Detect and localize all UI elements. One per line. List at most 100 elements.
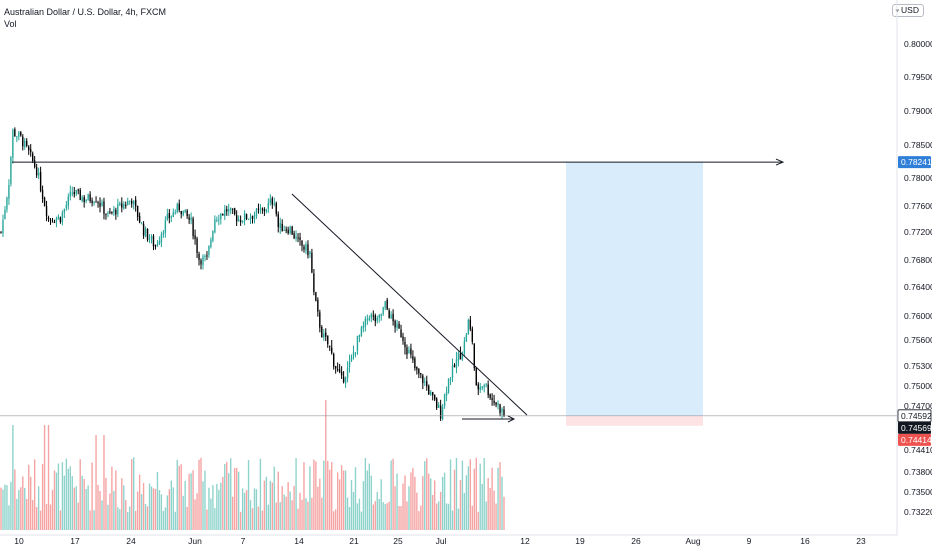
candle-body (489, 394, 491, 398)
candle-body (113, 208, 115, 213)
volume-bar (479, 463, 481, 530)
candle-body (73, 191, 75, 195)
price-tick-label: 0.76400 (904, 282, 932, 292)
volume-bar (329, 469, 331, 530)
price-tick-label: 0.78000 (904, 173, 932, 183)
candle-body (329, 345, 331, 347)
volume-bar (281, 486, 283, 530)
volume-bar (327, 460, 329, 530)
candle-body (487, 384, 489, 396)
volume-bar (439, 491, 442, 530)
candle-body (275, 203, 277, 214)
volume-bar (26, 498, 28, 530)
volume-bar (376, 491, 378, 530)
candle-body (178, 203, 180, 211)
time-tick-label: 9 (747, 536, 752, 546)
price-tick-label: 0.74410 (904, 445, 932, 455)
candle-body (503, 409, 505, 417)
volume-bar (285, 496, 287, 530)
volume-bar (305, 498, 307, 530)
candle-body (499, 404, 501, 414)
volume-bar (362, 481, 365, 530)
candle-body (273, 203, 275, 205)
price-badges: 0.78241 0.74592 0.74569 0.74414 (897, 156, 932, 446)
candle-body (132, 200, 135, 205)
candle-body (265, 209, 268, 212)
volume-bar (394, 486, 396, 530)
candle-body (67, 196, 70, 206)
candle-body (105, 214, 107, 216)
volume-bar (214, 508, 216, 530)
candle-body (491, 398, 493, 400)
candle-body (437, 404, 440, 408)
symbol-title: Australian Dollar / U.S. Dollar, 4h, FXC… (4, 7, 167, 17)
volume-bar (220, 482, 222, 530)
candle-body (449, 378, 452, 380)
price-tick-label: 0.79500 (904, 72, 932, 82)
volume-bar (2, 489, 4, 530)
candle-body (188, 217, 190, 220)
volume-bar (420, 505, 422, 530)
candle-body (382, 307, 384, 315)
candle-body (255, 209, 258, 216)
price-badge-target (898, 156, 931, 169)
volume-bar (435, 503, 438, 530)
candle-body (55, 218, 58, 222)
price-tick-label: 0.75300 (904, 361, 932, 371)
volume-bar (398, 505, 400, 530)
volume-bar (202, 481, 204, 530)
candle-body (303, 246, 305, 250)
candle-body (299, 237, 301, 240)
candle-body (406, 347, 408, 355)
volume-bar (382, 502, 384, 530)
volume-bar (45, 503, 48, 530)
volume-bar (115, 470, 117, 530)
volume-bar (160, 494, 163, 530)
volume-bar (253, 488, 256, 530)
candle-body (43, 197, 46, 207)
volume-bar (146, 506, 149, 530)
volume-bar (63, 475, 66, 530)
volume-bar (101, 500, 103, 530)
volume-bar (226, 462, 228, 530)
drawings (0, 158, 897, 423)
candle-body (103, 201, 105, 214)
volume-bar (150, 486, 153, 530)
volume-bar (366, 470, 369, 530)
candle-body (45, 206, 48, 217)
candle-body (269, 199, 272, 203)
candle-body (216, 219, 218, 221)
volume-bar (39, 510, 42, 530)
candle-body (91, 200, 93, 203)
volume-bar (178, 465, 180, 530)
volume-bar (89, 510, 91, 530)
candle-body (374, 315, 376, 322)
volume-bar (364, 458, 367, 530)
candle-body (180, 210, 182, 215)
candle-body (156, 244, 159, 246)
candle-body (186, 210, 188, 217)
candle-body (297, 237, 299, 239)
price-badge-dark (898, 421, 931, 434)
volume-bar (113, 490, 115, 530)
volume-bar (67, 468, 70, 530)
time-tick-label: Jun (188, 536, 202, 546)
candle-body (392, 313, 394, 322)
volume-bar (55, 472, 58, 530)
candle-body (336, 369, 339, 371)
candle-body (291, 226, 293, 235)
volume-bar (467, 466, 470, 530)
volume-bar (166, 495, 169, 530)
candle-body (196, 238, 198, 253)
price-tick-label: 0.73220 (904, 507, 932, 517)
candle-body (233, 208, 236, 215)
price-badge-label: 0.74592 (901, 411, 932, 421)
candle-body (380, 314, 382, 317)
volume-bar (237, 471, 240, 530)
candle-body (158, 241, 161, 245)
volume-bar (168, 489, 171, 530)
volume-bar (386, 503, 388, 530)
volume-bar (228, 473, 230, 530)
volume-bar (273, 466, 275, 530)
